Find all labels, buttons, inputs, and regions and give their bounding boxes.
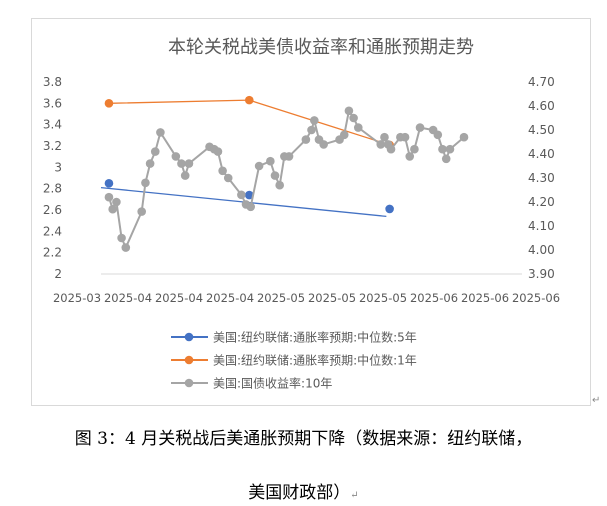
series-2-point: [344, 106, 354, 116]
right-axis-tick-label: 4.00: [528, 243, 555, 257]
left-axis-ticks: 2 2.2 2.4 2.6 2.8 3 3.2 3.4 3.6 3.8: [43, 75, 62, 281]
figure-caption-line2: 美国财政部）↵: [0, 478, 607, 503]
legend-swatch-marker: [184, 378, 194, 388]
left-axis-tick-label: 3.2: [43, 139, 62, 153]
left-axis-tick-label: 3.8: [43, 75, 62, 89]
x-axis-tick-label: 2025-05: [308, 291, 356, 305]
series-2-point: [156, 128, 165, 137]
series-2-point: [339, 130, 349, 140]
left-axis-tick-label: 2.6: [43, 203, 62, 217]
series-2-point: [254, 161, 264, 171]
right-axis-tick-label: 4.70: [528, 75, 555, 89]
figure-caption-line1: 图 3：4 月关税战后美通胀预期下降（数据来源：纽约联储，: [0, 424, 607, 449]
paragraph-mark-icon: ↵: [350, 490, 359, 501]
series-2-point: [137, 207, 146, 216]
series-2-point: [307, 125, 316, 135]
x-axis-tick-label: 2025-06: [461, 291, 509, 305]
series-0-point: [244, 190, 254, 200]
right-axis-tick-label: 4.50: [528, 123, 555, 137]
series-2-point: [266, 156, 275, 166]
series-2-point: [310, 116, 319, 125]
series-2-point: [223, 173, 233, 183]
left-axis-tick-label: 2.4: [43, 224, 62, 238]
series-2-point: [376, 140, 386, 149]
legend-swatch-marker: [184, 355, 194, 365]
left-axis-tick-label: 3: [54, 160, 62, 174]
series-2-point: [459, 132, 469, 142]
series-2-point: [121, 243, 131, 252]
series-0-point: [385, 204, 394, 214]
series-2-point: [270, 171, 280, 180]
series-2-point: [141, 178, 150, 188]
series-2-point: [104, 192, 114, 202]
series-2-point: [405, 152, 415, 161]
series-2-point: [400, 132, 410, 142]
series-0-point: [104, 179, 114, 188]
series-1-point: [104, 99, 114, 108]
x-axis-tick-label: 2025-06: [410, 291, 458, 305]
right-axis-tick-label: 4.40: [528, 147, 555, 161]
chart-frame: 本轮关税战美债收益率和通胀预期走势 2 2.2 2.4 2.6 2.8 3 3.2 3.4 3.…: [31, 18, 591, 406]
series-2-point: [184, 159, 194, 168]
series-2-point: [177, 159, 186, 168]
series-1-point: [244, 95, 254, 105]
left-axis-tick-label: 2.8: [43, 182, 62, 196]
legend-label: 美国:纽约联储:通胀率预期:中位数:5年: [213, 330, 417, 345]
series-2-point: [117, 233, 126, 243]
right-axis-tick-label: 4.20: [528, 195, 555, 209]
right-axis-tick-label: 3.90: [528, 267, 555, 281]
caption-text-1: 图 3：4 月关税战后美通胀预期下降（数据来源：纽约联储，: [74, 429, 533, 449]
series-2-point: [145, 159, 155, 168]
series-2-point: [319, 140, 328, 149]
series-2-point: [275, 180, 284, 190]
series-2-point: [349, 113, 358, 123]
x-axis-ticks: 2025-03 2025-04 2025-04 2025-04 2025-05 2025-…: [53, 291, 560, 305]
series-2-point: [433, 130, 443, 140]
series-2-point: [213, 147, 223, 156]
series-2-point: [441, 154, 451, 164]
caption-text-2: 美国财政部）: [248, 483, 351, 503]
chart-svg: 本轮关税战美债收益率和通胀预期走势 2 2.2 2.4 2.6 2.8 3 3.2 3.4 3.…: [43, 37, 560, 391]
series-2-point: [237, 190, 246, 200]
right-axis-tick-label: 4.10: [528, 219, 555, 233]
series-2-point: [415, 123, 425, 132]
x-axis-tick-label: 2025-04: [155, 291, 203, 305]
series-2-point: [218, 166, 227, 176]
left-axis-tick-label: 3.6: [43, 96, 62, 110]
chart-title: 本轮关税战美债收益率和通胀预期走势: [168, 37, 474, 58]
series-2-point: [284, 152, 294, 161]
legend-label: 美国:国债收益率:10年: [213, 376, 332, 391]
series-2-point: [112, 197, 121, 207]
x-axis-tick-label: 2025-03: [53, 291, 101, 305]
series-2-point: [438, 144, 447, 154]
series-2-point: [386, 144, 396, 154]
paragraph-mark-icon: ↵: [592, 395, 601, 406]
series-2-point: [108, 204, 117, 214]
series-layer: [100, 95, 469, 252]
x-axis-tick-label: 2025-04: [206, 291, 254, 305]
series-2-point: [410, 144, 419, 154]
right-axis-tick-label: 4.30: [528, 171, 555, 185]
x-axis-tick-label: 2025-05: [359, 291, 407, 305]
left-axis-tick-label: 2.2: [43, 246, 62, 260]
x-axis-tick-label: 2025-06: [512, 291, 560, 305]
x-axis-tick-label: 2025-05: [257, 291, 305, 305]
series-2-point: [180, 171, 190, 180]
legend-swatch-marker: [184, 332, 194, 342]
legend-label: 美国:纽约联储:通胀率预期:中位数:1年: [213, 353, 417, 368]
series-2-point: [353, 123, 363, 132]
left-axis-tick-label: 2: [54, 267, 62, 281]
x-axis-tick-label: 2025-04: [104, 291, 152, 305]
right-axis-tick-label: 4.60: [528, 99, 555, 113]
series-2-point: [246, 202, 255, 212]
right-axis-ticks: 3.90 4.00 4.10 4.20 4.30 4.40 4.50 4.60 4.70: [528, 75, 555, 281]
series-2-point: [171, 152, 181, 161]
series-2-point: [380, 132, 389, 142]
series-2-point: [445, 144, 455, 154]
series-2-point: [301, 135, 311, 144]
legend: 美国:纽约联储:通胀率预期:中位数:5年美国:纽约联储:通胀率预期:中位数:1年…: [171, 330, 417, 391]
series-2-point: [150, 147, 160, 156]
left-axis-tick-label: 3.4: [43, 118, 62, 132]
